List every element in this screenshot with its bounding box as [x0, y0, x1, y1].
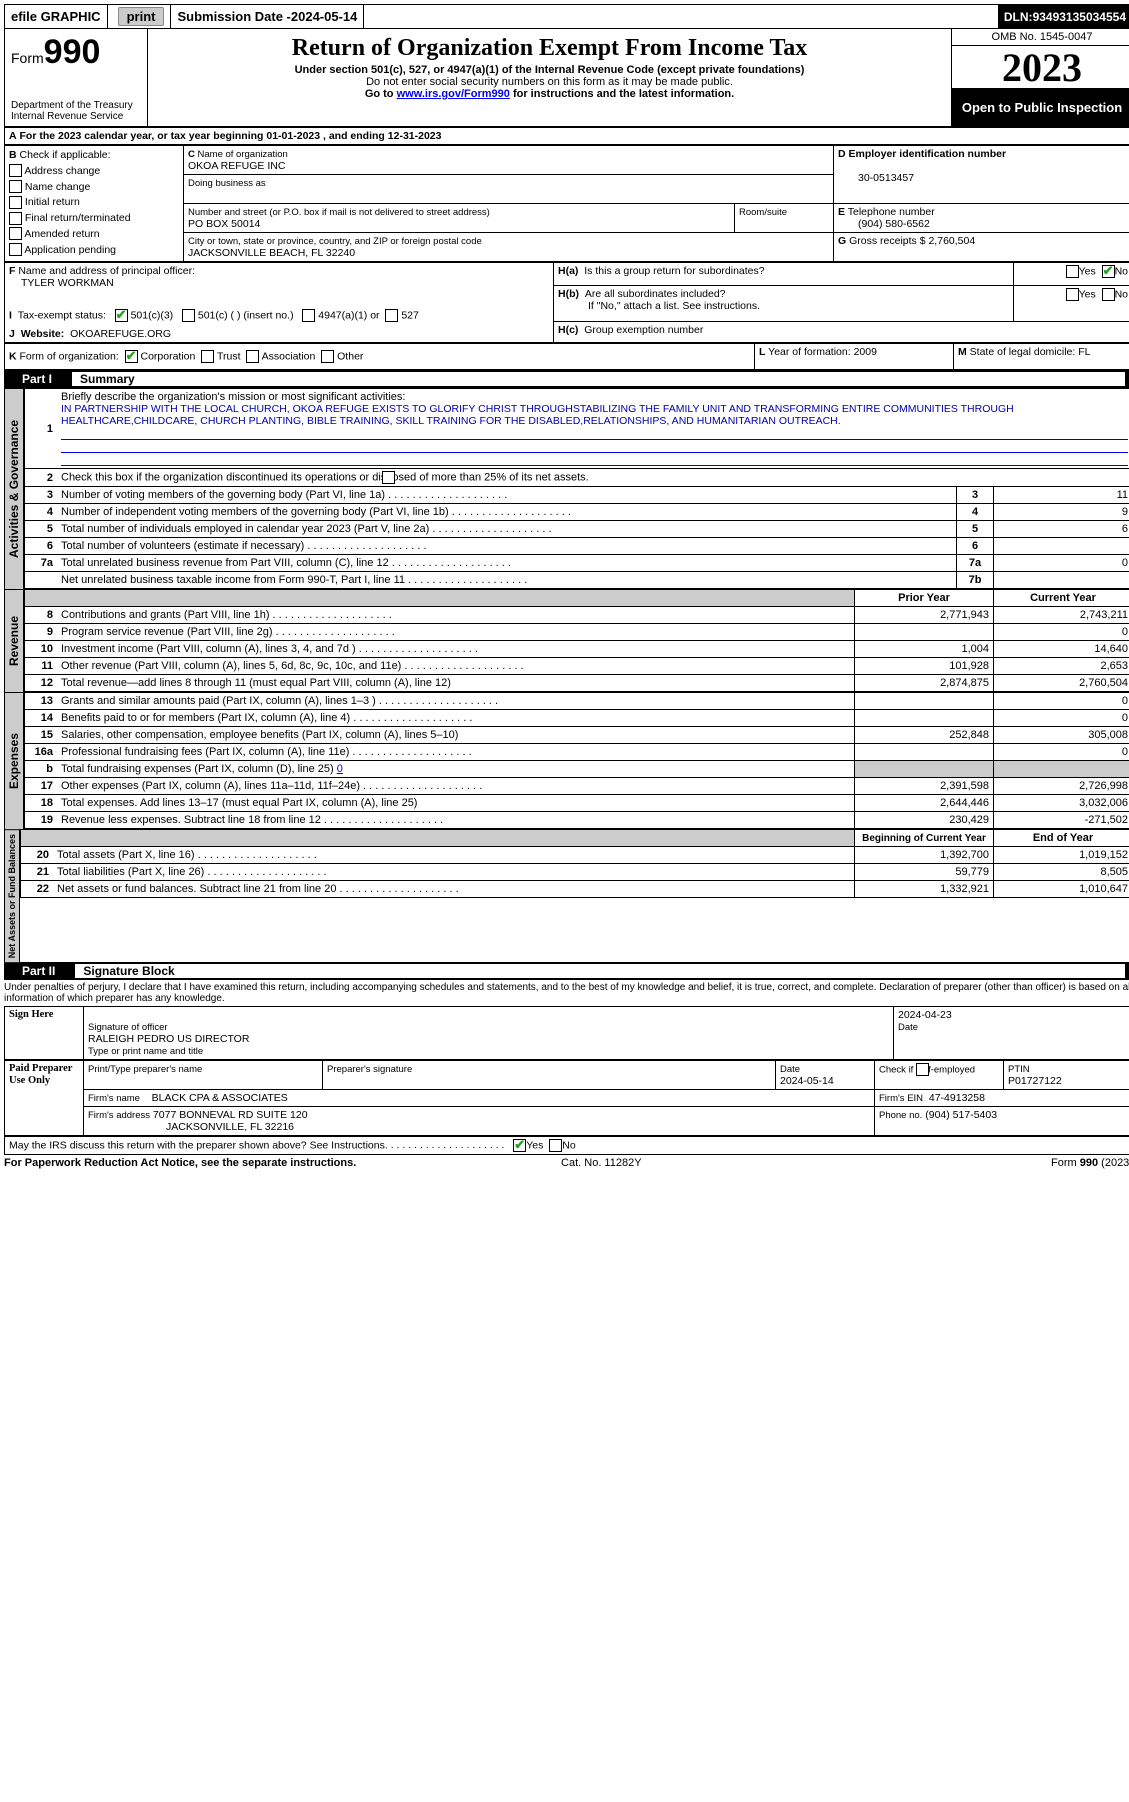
chk-corporation[interactable]	[125, 350, 138, 363]
dln-label: DLN: 93493135034554	[998, 5, 1129, 28]
tax-year: 2023	[952, 46, 1129, 89]
netassets-table: Beginning of Current YearEnd of Year 20T…	[20, 829, 1129, 898]
chk-application-pending[interactable]	[9, 243, 22, 256]
section-l: L Year of formation: 2009	[755, 344, 954, 370]
submission-date: Submission Date - 2024-05-14	[171, 5, 364, 28]
irs-link[interactable]: www.irs.gov/Form990	[397, 88, 510, 100]
section-i: I Tax-exempt status: 501(c)(3) 501(c) ( …	[9, 309, 549, 322]
line-hc: H(c) Group exemption number	[554, 321, 1129, 342]
omb-number: OMB No. 1545-0047	[952, 29, 1129, 46]
chk-501c[interactable]	[182, 309, 195, 322]
chk-other[interactable]	[321, 350, 334, 363]
chk-ha-no[interactable]	[1102, 265, 1115, 278]
efile-label: efile GRAPHIC	[5, 5, 108, 28]
vtab-governance: Activities & Governance	[4, 388, 24, 589]
chk-self-employed[interactable]	[916, 1063, 929, 1076]
revenue-table: Prior YearCurrent Year 8Contributions an…	[24, 589, 1129, 692]
section-k: K Form of organization: Corporation Trus…	[5, 344, 755, 370]
firm-name: BLACK CPA & ASSOCIATES	[152, 1092, 288, 1104]
form-number: Form990	[11, 33, 141, 72]
phone-value: (904) 580-6562	[838, 218, 930, 230]
top-bar: efile GRAPHIC print Submission Date - 20…	[4, 4, 1129, 29]
line-a: A For the 2023 calendar year, or tax yea…	[5, 128, 1129, 145]
chk-hb-no[interactable]	[1102, 288, 1115, 301]
discuss-line: May the IRS discuss this return with the…	[5, 1137, 1129, 1155]
chk-discuss-no[interactable]	[549, 1139, 562, 1152]
fundraising-link[interactable]: 0	[337, 763, 343, 775]
chk-ha-yes[interactable]	[1066, 265, 1079, 278]
chk-initial-return[interactable]	[9, 196, 22, 209]
paid-preparer-label: Paid Preparer Use Only	[5, 1061, 84, 1136]
section-c-addr: Number and street (or P.O. box if mail i…	[184, 204, 834, 233]
chk-501c3[interactable]	[115, 309, 128, 322]
fhij-block: F Name and address of principal officer:…	[4, 262, 1129, 343]
line-ha: H(a) Is this a group return for subordin…	[554, 263, 1014, 286]
part1-header: Part I Summary	[4, 370, 1129, 388]
print-button[interactable]: print	[108, 5, 172, 28]
section-d: D Employer identification number 30-0513…	[834, 146, 1129, 204]
section-c-dba: Doing business as	[184, 175, 834, 204]
expenses-table: 13Grants and similar amounts paid (Part …	[24, 692, 1129, 829]
chk-address-change[interactable]	[9, 164, 22, 177]
public-inspection: Open to Public Inspection	[952, 89, 1129, 126]
vtab-expenses: Expenses	[4, 692, 24, 829]
preparer-table: Paid Preparer Use Only Print/Type prepar…	[4, 1060, 1129, 1136]
chk-527[interactable]	[385, 309, 398, 322]
chk-discuss-yes[interactable]	[513, 1139, 526, 1152]
form-title: Return of Organization Exempt From Incom…	[154, 35, 945, 62]
section-f: F Name and address of principal officer:…	[9, 265, 549, 289]
org-city: JACKSONVILLE BEACH, FL 32240	[188, 247, 355, 259]
website-value: OKOAREFUGE.ORG	[70, 328, 171, 340]
chk-final-return[interactable]	[9, 212, 22, 225]
form-header: Form990 Department of the Treasury Inter…	[4, 29, 1129, 127]
section-b: B Check if applicable: Address change Na…	[5, 146, 184, 262]
vtab-netassets: Net Assets or Fund Balances	[4, 829, 20, 962]
chk-hb-yes[interactable]	[1066, 288, 1079, 301]
page-footer: For Paperwork Reduction Act Notice, see …	[4, 1155, 1129, 1171]
chk-association[interactable]	[246, 350, 259, 363]
org-name: OKOA REFUGE INC	[188, 160, 285, 172]
vtab-revenue: Revenue	[4, 589, 24, 692]
entity-block: B Check if applicable: Address change Na…	[4, 145, 1129, 262]
chk-name-change[interactable]	[9, 180, 22, 193]
dept-irs: Internal Revenue Service	[11, 111, 141, 122]
section-c-name: C Name of organization OKOA REFUGE INC	[184, 146, 834, 175]
sign-here-label: Sign Here	[5, 1007, 84, 1060]
subtitle-1: Under section 501(c), 527, or 4947(a)(1)…	[154, 64, 945, 76]
chk-4947a1[interactable]	[302, 309, 315, 322]
subtitle-3: Go to www.irs.gov/Form990 for instructio…	[154, 88, 945, 100]
signature-table: Sign Here Signature of officer RALEIGH P…	[4, 1006, 1129, 1060]
section-j: J Website: OKOAREFUGE.ORG	[9, 328, 549, 340]
officer-name: TYLER WORKMAN	[9, 277, 114, 289]
chk-trust[interactable]	[201, 350, 214, 363]
governance-table: 1 Briefly describe the organization's mi…	[24, 388, 1129, 589]
section-m: M State of legal domicile: FL	[954, 344, 1129, 370]
perjury-declaration: Under penalties of perjury, I declare th…	[4, 980, 1129, 1006]
officer-signature-name: RALEIGH PEDRO US DIRECTOR	[88, 1033, 249, 1045]
chk-amended-return[interactable]	[9, 227, 22, 240]
org-address: PO BOX 50014	[188, 218, 260, 230]
section-g: G Gross receipts $ 2,760,504	[834, 233, 1129, 262]
part2-header: Part II Signature Block	[4, 962, 1129, 980]
section-e: E Telephone number (904) 580-6562	[834, 204, 1129, 233]
klm-block: K Form of organization: Corporation Trus…	[4, 343, 1129, 370]
section-c-city: City or town, state or province, country…	[184, 233, 834, 262]
ein-value: 30-0513457	[838, 172, 914, 184]
gross-receipts: 2,760,504	[928, 235, 975, 247]
signature-date: 2024-04-23	[898, 1009, 952, 1021]
chk-discontinued[interactable]	[382, 471, 395, 484]
mission-text: IN PARTNERSHIP WITH THE LOCAL CHURCH, OK…	[61, 403, 1014, 427]
subtitle-2: Do not enter social security numbers on …	[154, 76, 945, 88]
line-hb: H(b) Are all subordinates included? If "…	[554, 285, 1014, 321]
dept-treasury: Department of the Treasury	[11, 100, 141, 111]
